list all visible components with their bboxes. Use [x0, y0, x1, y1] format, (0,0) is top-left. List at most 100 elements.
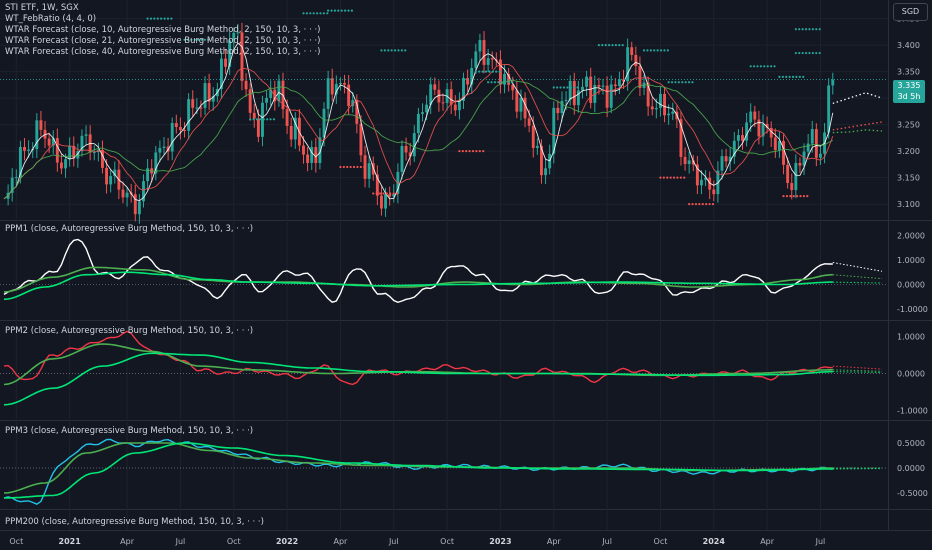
- time-axis-label: Jul: [815, 537, 826, 546]
- level-dot: [272, 118, 276, 121]
- candle-body: [556, 107, 560, 114]
- candle-body: [59, 162, 63, 169]
- candle-body: [289, 125, 293, 140]
- indicator-wtar-10[interactable]: WTAR Forecast (close, 10, Autoregressive…: [5, 25, 321, 35]
- level-dot: [569, 86, 572, 89]
- candle-body: [806, 143, 810, 152]
- candle-body: [359, 123, 363, 156]
- level-dot: [804, 51, 808, 55]
- candle-body: [437, 89, 441, 103]
- candle-body: [736, 135, 740, 141]
- candle-body: [597, 85, 601, 87]
- candle-body: [191, 99, 195, 108]
- candle-body: [211, 96, 215, 102]
- candle-body: [486, 58, 490, 65]
- candle-body: [773, 137, 777, 151]
- oscillator-axis-tick: 1.0000: [897, 256, 925, 265]
- level-dot: [255, 118, 259, 121]
- candle-body: [683, 156, 687, 165]
- bar-countdown: 3d 5h: [897, 92, 921, 101]
- level-dot: [163, 17, 166, 20]
- candle-body: [68, 145, 72, 160]
- level-dot: [395, 192, 399, 195]
- indicator-wtar-21[interactable]: WTAR Forecast (close, 21, Autoregressive…: [5, 36, 321, 46]
- level-dot: [666, 176, 669, 179]
- level-dot: [149, 17, 153, 20]
- oscillator-axis-tick: 1.0000: [897, 333, 925, 342]
- level-dot: [319, 12, 322, 15]
- level-dot: [497, 81, 500, 84]
- level-dot: [302, 12, 305, 15]
- candle-body: [827, 85, 831, 133]
- currency-selector[interactable]: SGD: [893, 3, 928, 21]
- forecast-line-fast: [832, 92, 883, 105]
- level-dot: [488, 70, 491, 73]
- candle-body: [695, 164, 699, 186]
- candle-body: [306, 154, 310, 163]
- ppm3-legend[interactable]: PPM3 (close, Autoregressive Burg Method,…: [5, 426, 254, 436]
- ppm3-series-2: [4, 442, 833, 499]
- candle-body: [687, 160, 691, 165]
- level-dot: [316, 12, 319, 15]
- time-axis-label: Apr: [760, 537, 775, 546]
- candle-body: [248, 89, 252, 113]
- candle-body: [404, 145, 408, 153]
- candle-body: [650, 106, 654, 110]
- candle-body: [511, 84, 515, 91]
- candle-body: [753, 111, 757, 120]
- candle-body: [617, 79, 621, 87]
- level-dot: [749, 65, 752, 68]
- level-dot: [389, 192, 392, 195]
- level-dot: [186, 38, 190, 41]
- ppm2-legend[interactable]: PPM2 (close, Autoregressive Burg Method,…: [5, 326, 254, 336]
- level-dot: [262, 118, 265, 121]
- candle-body: [158, 148, 162, 153]
- level-dot: [684, 81, 687, 84]
- candle-body: [252, 112, 256, 119]
- candle-body: [691, 160, 695, 165]
- oscillator-axis-tick: -0.5000: [897, 489, 928, 498]
- candle-body: [749, 111, 753, 123]
- level-dot: [566, 86, 569, 89]
- forecast-line-slow: [832, 129, 883, 134]
- level-dot: [160, 17, 163, 20]
- level-dot: [474, 70, 477, 73]
- candle-body: [757, 119, 761, 137]
- level-dot: [674, 81, 677, 84]
- candle-body: [154, 152, 158, 174]
- level-dot: [146, 17, 149, 20]
- level-dot: [770, 65, 773, 68]
- time-axis-label: Jul: [175, 537, 186, 546]
- candle-body: [133, 194, 137, 215]
- indicator-wt-febratio[interactable]: WT_FebRatio (4, 4, 0): [5, 14, 97, 24]
- level-dot: [400, 49, 403, 52]
- symbol-title[interactable]: STI ETF, 1W, SGX: [5, 3, 79, 13]
- level-dot: [397, 49, 400, 52]
- candle-body: [326, 78, 330, 109]
- level-dot: [662, 176, 665, 179]
- candle-body: [831, 79, 835, 86]
- level-dot: [504, 81, 507, 84]
- ppm200-legend[interactable]: PPM200 (close, Autoregressive Burg Metho…: [5, 517, 264, 527]
- candle-body: [76, 151, 80, 159]
- candle-body: [384, 194, 388, 209]
- ppm1-legend[interactable]: PPM1 (close, Autoregressive Burg Method,…: [5, 224, 254, 234]
- candle-body: [121, 189, 125, 198]
- candle-body: [80, 135, 84, 152]
- level-dot: [796, 195, 799, 198]
- level-dot: [347, 9, 350, 12]
- candle-body: [560, 100, 564, 114]
- level-dot: [166, 17, 170, 20]
- level-dot: [249, 118, 252, 121]
- level-dot: [507, 81, 510, 84]
- level-dot: [781, 75, 784, 78]
- level-dot: [493, 81, 497, 84]
- level-dot: [475, 150, 478, 153]
- candle-body: [355, 100, 359, 124]
- time-axis-label: Oct: [440, 537, 454, 546]
- level-dot: [552, 86, 555, 89]
- candle-body: [531, 125, 535, 148]
- indicator-wtar-40[interactable]: WTAR Forecast (close, 40, Autoregressive…: [5, 47, 321, 57]
- level-dot: [666, 49, 669, 52]
